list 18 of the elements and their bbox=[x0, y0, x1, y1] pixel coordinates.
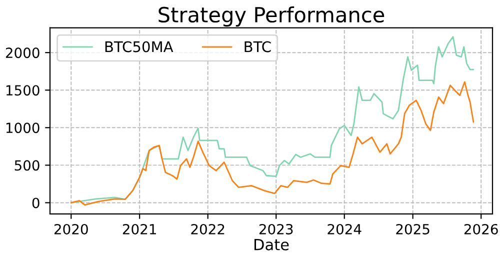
x-tick-label: 2022 bbox=[191, 224, 224, 234]
x-tick-label: 2025 bbox=[396, 224, 430, 234]
x-tick-label: 2021 bbox=[122, 224, 156, 234]
x-tick-label: 2020 bbox=[54, 224, 88, 234]
x-tick-label: 2024 bbox=[328, 224, 362, 234]
x-tick-label: 2026 bbox=[464, 224, 498, 234]
y-tick-label: 1000 bbox=[6, 122, 40, 134]
y-tick-label: 1500 bbox=[6, 85, 40, 96]
line-series bbox=[70, 81, 474, 206]
x-axis-title: Date bbox=[254, 239, 289, 250]
chart-title: Strategy Performance bbox=[158, 6, 384, 27]
y-tick-label: 0 bbox=[32, 198, 40, 208]
legend-label: BTC bbox=[244, 41, 271, 52]
x-tick-label: 2023 bbox=[259, 224, 293, 234]
legend-label: BTC50MA bbox=[105, 41, 174, 52]
y-tick-label: 500 bbox=[14, 160, 40, 171]
y-tick-label: 2000 bbox=[6, 48, 40, 58]
line-series bbox=[70, 36, 474, 204]
